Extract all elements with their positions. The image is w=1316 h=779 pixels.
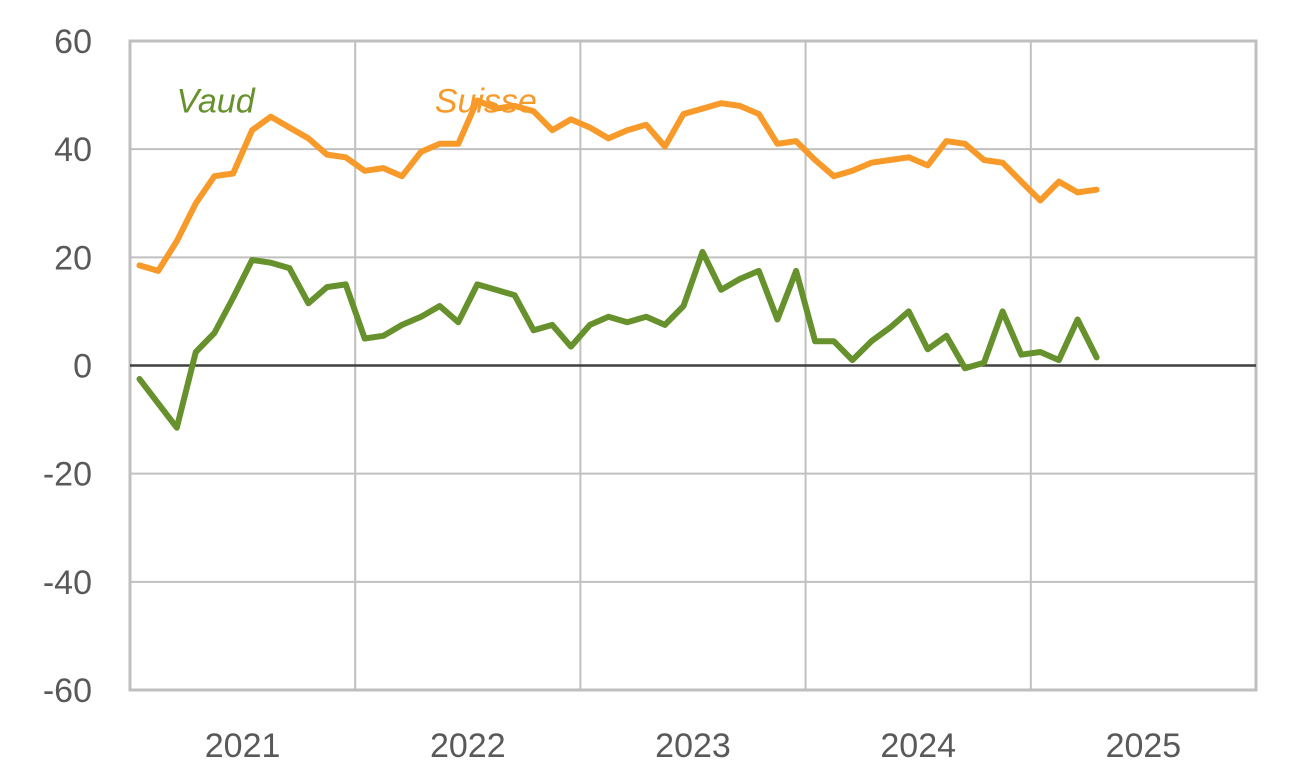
- series-label-vaud: Vaud: [176, 82, 255, 120]
- x-tick-label: 2025: [1106, 727, 1182, 765]
- series-line-suisse: [136, 97, 1100, 274]
- y-axis-ticks: 60 40 20 0 -20 -40 -60: [43, 23, 92, 710]
- y-tick-label: 0: [73, 348, 92, 386]
- x-tick-label: 2024: [880, 727, 956, 765]
- x-tick-label: 2022: [430, 727, 506, 765]
- x-tick-label: 2023: [655, 727, 731, 765]
- y-tick-label: -40: [43, 564, 92, 602]
- series-line-vaud: [136, 248, 1100, 431]
- series-lines: [136, 97, 1100, 431]
- y-tick-label: 60: [54, 23, 92, 61]
- series-labels: Vaud Suisse: [176, 82, 536, 120]
- y-tick-label: 20: [54, 239, 92, 277]
- y-tick-label: 40: [54, 131, 92, 169]
- series-label-suisse: Suisse: [435, 82, 537, 120]
- y-tick-label: -20: [43, 456, 92, 494]
- y-tick-label: -60: [43, 672, 92, 710]
- x-axis-ticks: 2021 2022 2023 2024 2025: [205, 727, 1181, 765]
- x-tick-label: 2021: [205, 727, 281, 765]
